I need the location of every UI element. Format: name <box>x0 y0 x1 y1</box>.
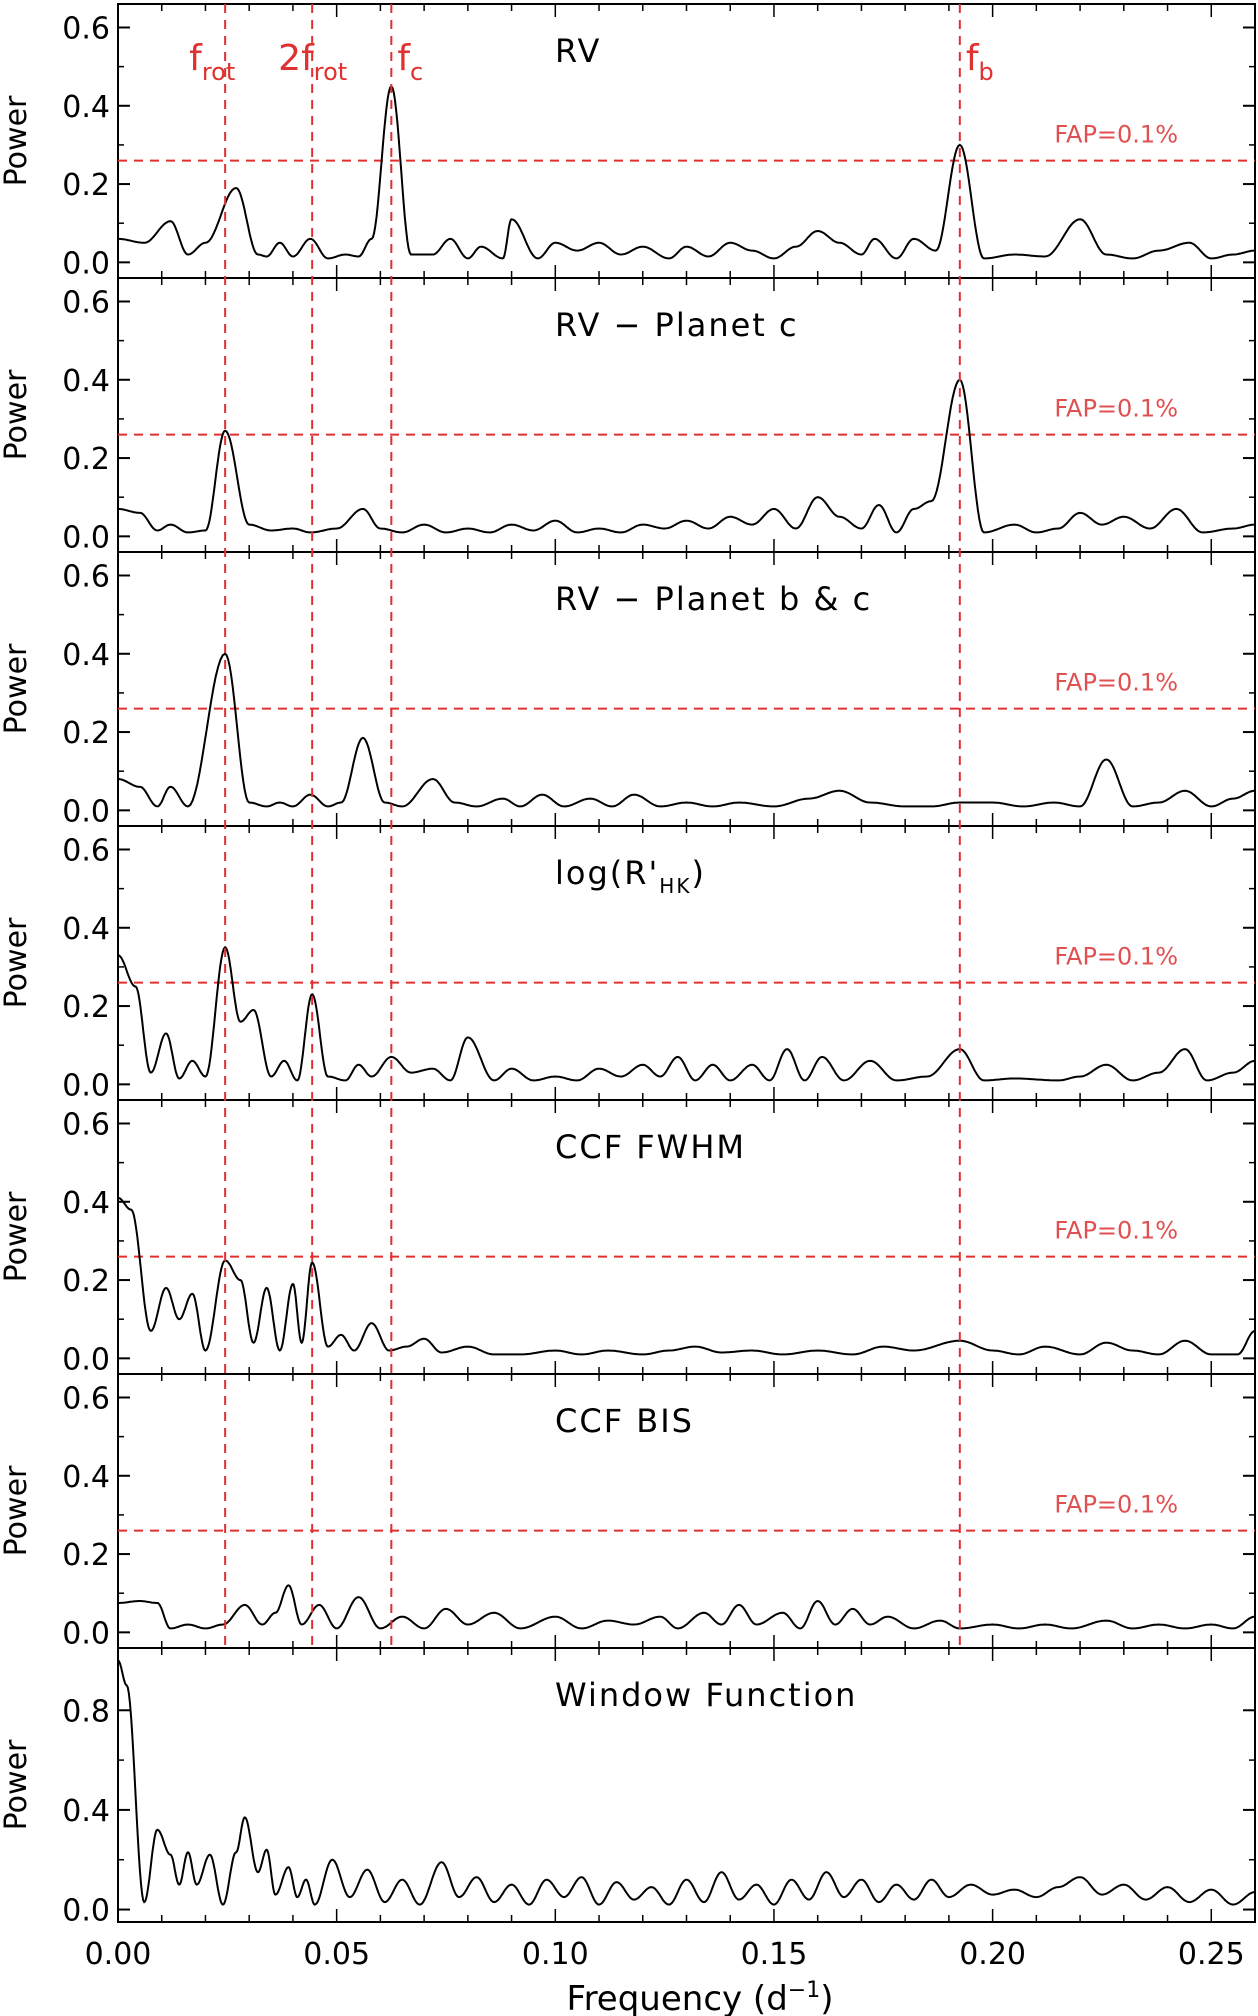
y-tick-label: 0.4 <box>62 1186 110 1221</box>
periodogram-line <box>117 1196 1256 1356</box>
y-tick-label: 0.2 <box>62 990 110 1025</box>
y-axis-label: Power <box>0 95 34 186</box>
marker-label: fc <box>397 38 423 86</box>
x-axis-label: Frequency (d−1) <box>566 1978 833 2016</box>
panel-6: 0.0 0.2 0.4 0.6 Power CCF BIS FAP=0.1% <box>0 1373 1256 1651</box>
y-tick-label: 0.0 <box>62 246 110 281</box>
x-tick-label: 0.10 <box>522 1937 589 1972</box>
panel-7: 0.0 0.4 0.8 Power Window Function <box>0 1647 1256 1929</box>
y-tick-label: 0.0 <box>62 1894 110 1929</box>
y-tick-label: 0.0 <box>62 520 110 555</box>
panel-1: 0.0 0.2 0.4 0.6 Power RV FAP=0.1% <box>0 3 1256 281</box>
y-tick-label: 0.4 <box>62 1460 110 1495</box>
periodogram-line <box>118 84 1255 260</box>
y-tick-label: 0.6 <box>62 1107 110 1142</box>
y-axis-label: Power <box>0 1739 34 1830</box>
y-tick-label: 0.2 <box>62 1538 110 1573</box>
panel-title: Window Function <box>555 1676 857 1714</box>
panel-5: 0.0 0.2 0.4 0.6 Power CCF FWHM FAP=0.1% <box>0 1099 1256 1377</box>
y-axis-label: Power <box>0 1465 34 1556</box>
y-axis-label: Power <box>0 1191 34 1282</box>
fap-label: FAP=0.1% <box>1054 943 1178 971</box>
y-tick-label: 0.2 <box>62 1264 110 1299</box>
y-tick-label: 0.0 <box>62 1068 110 1103</box>
y-axis-label: Power <box>0 643 34 734</box>
marker-label: fb <box>966 38 994 86</box>
y-tick-label: 0.0 <box>62 1342 110 1377</box>
y-tick-label: 0.0 <box>62 1616 110 1651</box>
panel-title: log(R'HK) <box>555 854 706 898</box>
panel-title: RV − Planet c <box>555 306 799 344</box>
y-tick-label: 0.4 <box>62 638 110 673</box>
y-tick-label: 0.2 <box>62 716 110 751</box>
y-tick-label: 0.4 <box>62 90 110 125</box>
panel-title: RV − Planet b & c <box>555 580 872 618</box>
y-axis-label: Power <box>0 369 34 460</box>
periodogram-line <box>118 1584 1256 1630</box>
fap-label: FAP=0.1% <box>1054 1217 1178 1245</box>
x-tick-label: 0.15 <box>741 1937 808 1972</box>
fap-label: FAP=0.1% <box>1054 121 1178 149</box>
y-tick-label: 0.2 <box>62 168 110 203</box>
y-tick-label: 0.4 <box>62 1794 110 1829</box>
periodogram-line <box>117 378 1255 534</box>
y-tick-label: 0.0 <box>62 794 110 829</box>
marker-label: frot <box>189 38 235 86</box>
y-tick-label: 0.8 <box>62 1694 110 1729</box>
panel-2: 0.0 0.2 0.4 0.6 Power RV − Planet c FAP=0.1% <box>0 277 1256 555</box>
periodogram-line <box>117 652 1255 808</box>
x-tick-label: 0.00 <box>85 1937 152 1972</box>
panel-4: 0.0 0.2 0.4 0.6 Power log(R'HK) FAP=0.1% <box>0 825 1256 1103</box>
y-axis-label: Power <box>0 917 34 1008</box>
periodogram-line <box>117 945 1256 1082</box>
y-tick-label: 0.6 <box>62 559 110 594</box>
x-tick-label: 0.25 <box>1178 1937 1245 1972</box>
fap-label: FAP=0.1% <box>1054 1491 1178 1519</box>
fap-label: FAP=0.1% <box>1054 395 1178 423</box>
periodogram-line <box>117 1659 1256 1906</box>
marker-label: 2frot <box>278 38 347 86</box>
y-tick-label: 0.6 <box>62 285 110 320</box>
y-tick-label: 0.6 <box>62 833 110 868</box>
panel-title: RV <box>555 32 601 70</box>
panel-3: 0.0 0.2 0.4 0.6 Power RV − Planet b & c FAP=0.… <box>0 551 1256 829</box>
panel-title: CCF BIS <box>555 1402 694 1440</box>
x-tick-label: 0.20 <box>959 1937 1026 1972</box>
fap-label: FAP=0.1% <box>1054 669 1178 697</box>
y-tick-label: 0.6 <box>62 11 110 46</box>
y-tick-label: 0.4 <box>62 912 110 947</box>
y-tick-label: 0.6 <box>62 1381 110 1416</box>
y-tick-label: 0.2 <box>62 442 110 477</box>
y-tick-label: 0.4 <box>62 364 110 399</box>
x-tick-label: 0.05 <box>303 1937 370 1972</box>
panel-title: CCF FWHM <box>555 1128 746 1166</box>
